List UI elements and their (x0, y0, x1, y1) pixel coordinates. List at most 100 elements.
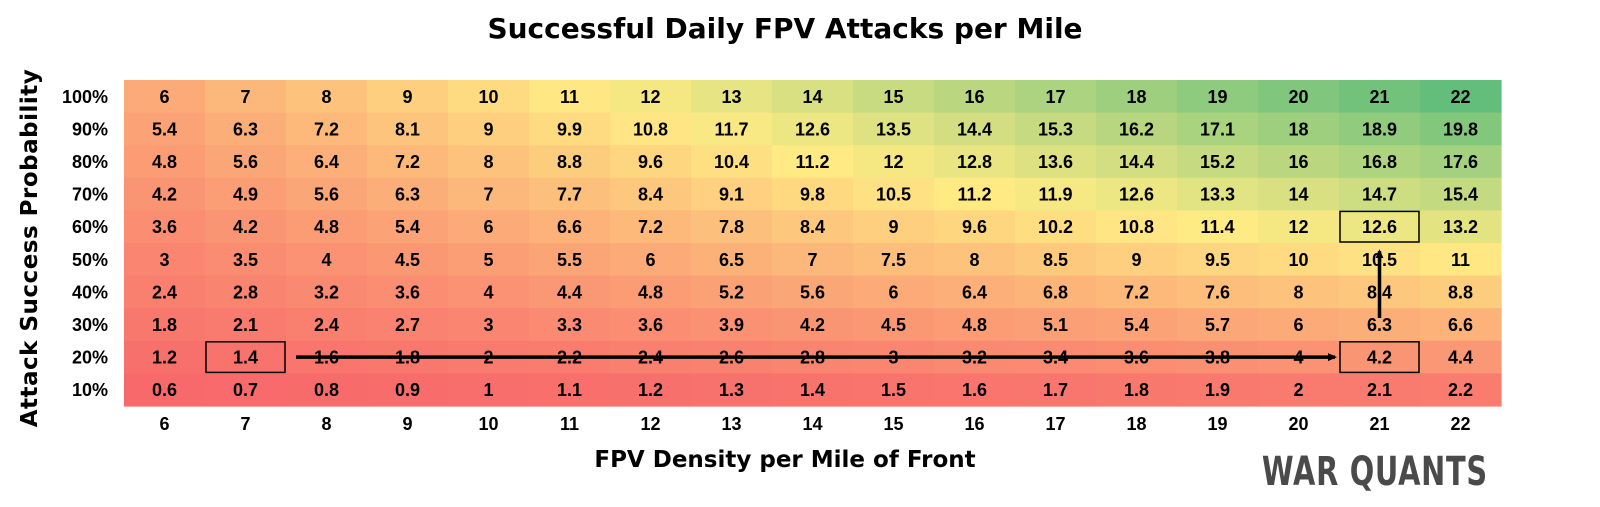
cell-value-label: 1.8 (152, 315, 177, 335)
heatmap-cell (1177, 243, 1259, 277)
heatmap-cell (1096, 210, 1178, 244)
cell-value-label: 5.6 (800, 282, 825, 302)
cell-value-label: 4.2 (1367, 348, 1392, 368)
heatmap-cell (124, 145, 206, 179)
cell-value-label: 4.8 (152, 152, 177, 172)
heatmap-cell (934, 308, 1016, 342)
heatmap-cell (1177, 373, 1259, 407)
heatmap-cell (448, 112, 530, 146)
cell-value-label: 10 (478, 87, 498, 107)
heatmap-cell (934, 145, 1016, 179)
cell-value-label: 6 (159, 87, 169, 107)
heatmap-cell (691, 145, 773, 179)
cell-value-label: 4.8 (638, 282, 663, 302)
x-tick-label: 7 (240, 414, 250, 434)
cell-value-label: 6.4 (314, 152, 339, 172)
heatmap-cell (448, 243, 530, 277)
heatmap-cell (529, 145, 611, 179)
cell-value-label: 6 (1293, 315, 1303, 335)
cell-value-label: 11 (1451, 250, 1470, 270)
heatmap-cell (205, 177, 287, 211)
heatmap-cell (934, 210, 1016, 244)
cell-value-label: 13.2 (1443, 217, 1478, 237)
cell-value-label: 13.3 (1200, 185, 1235, 205)
cell-value-label: 8 (483, 152, 493, 172)
cell-value-label: 7 (807, 250, 817, 270)
x-tick-label: 8 (321, 414, 331, 434)
cell-value-label: 2.4 (152, 282, 177, 302)
heatmap-cell (205, 80, 287, 114)
cell-value-label: 10.8 (1119, 217, 1154, 237)
heatmap-cell (1096, 112, 1178, 146)
heatmap-cell (1339, 80, 1421, 114)
cell-value-label: 6.5 (719, 250, 744, 270)
cell-value-label: 2.2 (1448, 380, 1473, 400)
heatmap-cell (529, 177, 611, 211)
cell-value-label: 7.2 (314, 119, 339, 139)
heatmap-cell (1420, 177, 1502, 211)
heatmap-cell (1420, 112, 1502, 146)
cell-value-label: 4 (483, 282, 493, 302)
heatmap-cell (691, 80, 773, 114)
cell-value-label: 4.2 (800, 315, 825, 335)
cell-value-label: 9 (402, 87, 412, 107)
y-tick-label: 50% (72, 250, 108, 270)
cell-value-label: 13 (721, 87, 741, 107)
cell-value-label: 8.1 (395, 119, 420, 139)
x-axis-label: FPV Density per Mile of Front (594, 447, 976, 473)
heatmap-cell (1339, 145, 1421, 179)
heatmap-cell (772, 112, 854, 146)
heatmap-cell (853, 112, 935, 146)
x-tick-label: 12 (640, 414, 660, 434)
heatmap-cell (1096, 373, 1178, 407)
heatmap-cell (1096, 80, 1178, 114)
cell-value-label: 18 (1126, 87, 1146, 107)
heatmap-cell (1177, 112, 1259, 146)
heatmap-cell (1096, 243, 1178, 277)
cell-value-label: 4.5 (881, 315, 906, 335)
cell-value-label: 0.8 (314, 380, 339, 400)
heatmap-cell (772, 275, 854, 309)
cell-value-label: 8 (969, 250, 979, 270)
cell-value-label: 9.8 (800, 185, 825, 205)
cell-value-label: 1.2 (152, 348, 177, 368)
heatmap-cell (529, 308, 611, 342)
heatmap-cell (205, 308, 287, 342)
cell-value-label: 16 (964, 87, 984, 107)
cell-value-label: 3 (159, 250, 169, 270)
cell-value-label: 8.5 (1043, 250, 1068, 270)
cell-value-label: 0.7 (233, 380, 258, 400)
x-tick-label: 6 (159, 414, 169, 434)
cell-value-label: 9.6 (638, 152, 663, 172)
heatmap-cell (448, 275, 530, 309)
cell-value-label: 3.9 (719, 315, 744, 335)
cell-value-label: 1.8 (1124, 380, 1149, 400)
cell-value-label: 4.5 (395, 250, 420, 270)
heatmap-cell (205, 275, 287, 309)
cell-value-label: 1 (483, 380, 493, 400)
cell-value-label: 16.2 (1119, 119, 1154, 139)
cell-value-label: 19 (1207, 87, 1227, 107)
heatmap-cell (124, 308, 206, 342)
heatmap-cell (286, 177, 368, 211)
heatmap-cell (205, 145, 287, 179)
heatmap-cell (610, 373, 692, 407)
cell-value-label: 7.6 (1205, 282, 1230, 302)
y-tick-label: 10% (72, 380, 108, 400)
cell-value-label: 2.4 (314, 315, 339, 335)
cell-value-label: 4 (321, 250, 331, 270)
heatmap-cell (610, 210, 692, 244)
cell-value-label: 5.7 (1205, 315, 1230, 335)
heatmap-cell (1258, 373, 1340, 407)
heatmap-cell (1420, 80, 1502, 114)
cell-value-label: 6.3 (1367, 315, 1392, 335)
heatmap-cell (610, 145, 692, 179)
heatmap-cell (934, 80, 1016, 114)
x-tick-label: 15 (883, 414, 903, 434)
heatmap-cell (1420, 308, 1502, 342)
x-tick-label: 13 (721, 414, 741, 434)
heatmap-cell (772, 177, 854, 211)
cell-value-label: 10.8 (633, 119, 668, 139)
cell-value-label: 22 (1450, 87, 1470, 107)
cell-value-label: 17 (1045, 87, 1065, 107)
